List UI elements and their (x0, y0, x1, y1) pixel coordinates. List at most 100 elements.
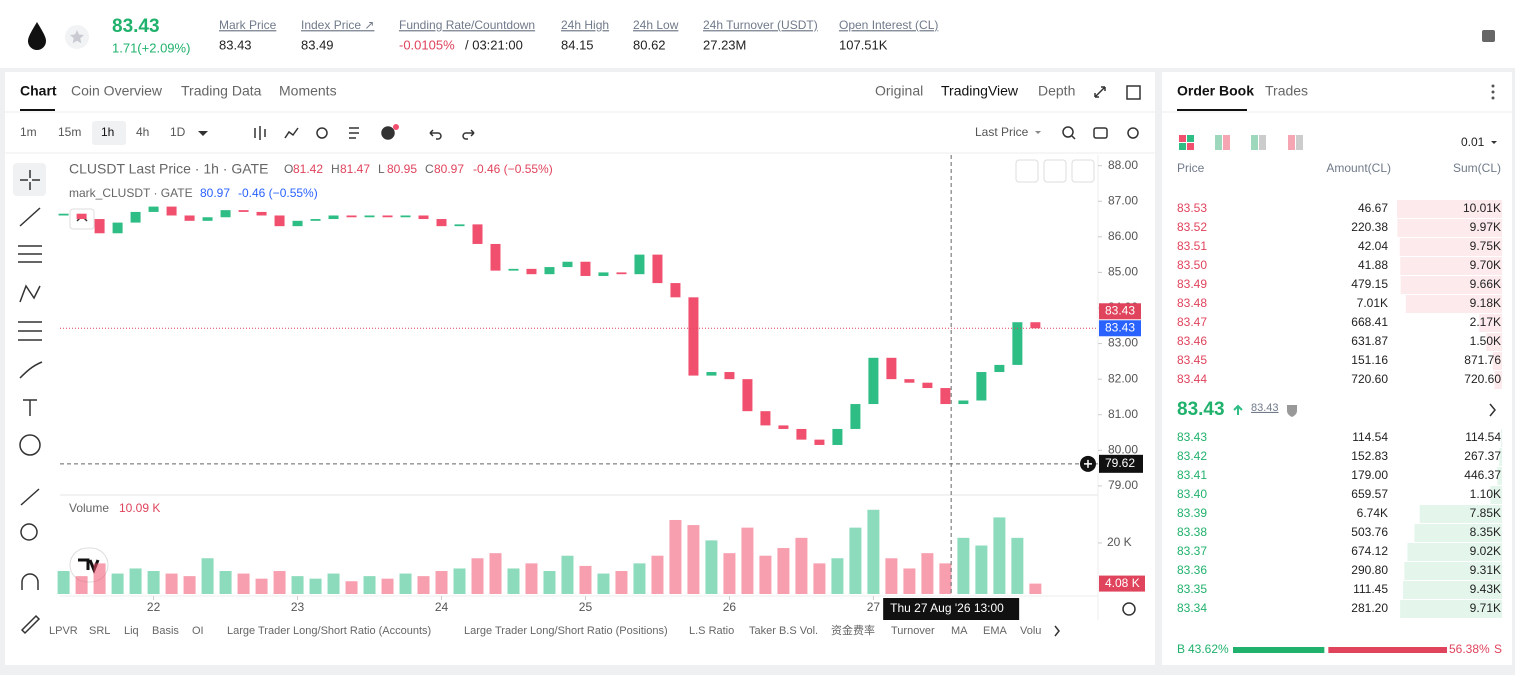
candle (130, 211, 141, 223)
candle (616, 272, 627, 275)
depth-bar (1405, 295, 1502, 313)
book-price[interactable]: 83.43 (1177, 430, 1207, 444)
candle (292, 220, 303, 227)
chart-tab[interactable]: Trading Data (181, 83, 262, 99)
stat-value: 84.15 (561, 37, 594, 52)
chart-tab[interactable]: Moments (279, 83, 337, 99)
indicator-tab[interactable]: Large Trader Long/Short Ratio (Accounts) (227, 625, 431, 637)
book-price[interactable]: 83.53 (1177, 201, 1207, 215)
toolbar-icons (254, 85, 1141, 140)
book-amount: 111.45 (1353, 582, 1388, 596)
x-tick-label: 24 (435, 600, 449, 614)
book-price[interactable]: 83.44 (1177, 372, 1207, 386)
more-icon[interactable] (1491, 84, 1495, 100)
indicator-tab[interactable]: OI (192, 625, 204, 637)
notes-icon[interactable] (1482, 30, 1495, 42)
y-tick-label: 83.00 (1108, 336, 1138, 350)
candle (1030, 322, 1041, 329)
scroll-arrow[interactable] (1054, 625, 1060, 637)
mark-price-tag (1099, 320, 1141, 337)
book-price[interactable]: 83.39 (1177, 506, 1207, 520)
precision[interactable]: 0.01 (1461, 135, 1485, 149)
book-tab[interactable]: Order Book (1177, 83, 1254, 99)
depth-bar (1414, 524, 1502, 542)
settings-icon[interactable] (1122, 602, 1136, 616)
indicator-tab[interactable]: SRL (89, 625, 110, 637)
book-price[interactable]: 83.37 (1177, 544, 1207, 558)
candle (220, 210, 231, 218)
volume-bar (273, 571, 286, 594)
price-change: 1.71(+2.09%) (112, 40, 190, 55)
indicator-tab[interactable]: EMA (983, 625, 1008, 637)
book-price[interactable]: 83.50 (1177, 258, 1207, 272)
price-source[interactable]: Last Price (975, 125, 1029, 139)
mark-title: mark_CLUSDT · GATE (69, 186, 193, 200)
indicator-tab[interactable]: Large Trader Long/Short Ratio (Positions… (464, 625, 668, 637)
book-price[interactable]: 83.49 (1177, 277, 1207, 291)
book-price[interactable]: 83.42 (1177, 449, 1207, 463)
candle (508, 268, 519, 271)
book-price[interactable]: 83.35 (1177, 582, 1207, 596)
depth-bar (1407, 543, 1502, 561)
book-price[interactable]: 83.47 (1177, 315, 1207, 329)
book-price[interactable]: 83.40 (1177, 487, 1207, 501)
view-tab[interactable]: Depth (1038, 83, 1075, 99)
interval[interactable]: 4h (136, 125, 149, 139)
candle (886, 357, 897, 380)
view-tab[interactable]: TradingView (941, 83, 1019, 99)
depth-bar (1397, 200, 1502, 218)
last-price: 83.43 (112, 16, 160, 37)
indicator-tab[interactable]: MA (951, 625, 968, 637)
candle (868, 357, 879, 405)
indicator-tab[interactable]: L.S Ratio (689, 625, 734, 637)
book-tab[interactable]: Trades (1265, 83, 1308, 99)
interval[interactable]: 1h (101, 125, 114, 139)
interval[interactable]: 1D (170, 125, 186, 139)
candle (670, 283, 681, 298)
indicator-tab[interactable]: 资金费率 (831, 623, 875, 637)
interval[interactable]: 15m (58, 125, 81, 139)
book-price[interactable]: 83.52 (1177, 220, 1207, 234)
stat-value: -0.0105% (399, 37, 455, 52)
star-icon (70, 30, 84, 44)
candle (904, 379, 915, 383)
indicator-tab[interactable]: Taker B.S Vol. (749, 625, 818, 637)
book-amount: 151.16 (1351, 353, 1388, 367)
stat-label: Open Interest (CL) (839, 18, 938, 32)
chevron[interactable] (1489, 403, 1496, 417)
book-sum: 9.71K (1470, 601, 1501, 615)
pane-button[interactable] (1015, 159, 1039, 183)
volume-bar (597, 573, 610, 594)
chart-tab[interactable]: Coin Overview (71, 83, 163, 99)
pane-button[interactable] (1043, 159, 1067, 183)
book-price[interactable]: 83.36 (1177, 563, 1207, 577)
volume-bar (813, 563, 826, 594)
candle (598, 272, 609, 276)
indicator-tab[interactable]: Turnover (891, 625, 935, 637)
book-price[interactable]: 83.38 (1177, 525, 1207, 539)
book-price[interactable]: 83.51 (1177, 239, 1207, 253)
volume-bar (993, 517, 1006, 594)
book-amount: 631.87 (1351, 334, 1388, 348)
book-price[interactable]: 83.45 (1177, 353, 1207, 367)
indicator-tab[interactable]: Basis (152, 625, 179, 637)
book-price[interactable]: 83.48 (1177, 296, 1207, 310)
indicator-tab[interactable]: Volu (1020, 625, 1041, 637)
book-price[interactable]: 83.41 (1177, 468, 1207, 482)
chart-tab[interactable]: Chart (20, 83, 57, 99)
pane-button[interactable] (1071, 159, 1095, 183)
interval[interactable]: 1m (20, 125, 37, 139)
candle (58, 213, 69, 216)
depth-bar (1500, 429, 1502, 447)
indicator-tab[interactable]: LPVR (49, 625, 78, 637)
book-price[interactable]: 83.34 (1177, 601, 1207, 615)
view-tab[interactable]: Original (875, 83, 923, 99)
candle (940, 388, 951, 405)
book-amount: 41.88 (1358, 258, 1388, 272)
book-price[interactable]: 83.46 (1177, 334, 1207, 348)
indicator-tab[interactable]: Liq (124, 625, 139, 637)
candle (472, 224, 483, 244)
candle (436, 219, 447, 227)
y-tick-label: 81.00 (1108, 407, 1138, 421)
